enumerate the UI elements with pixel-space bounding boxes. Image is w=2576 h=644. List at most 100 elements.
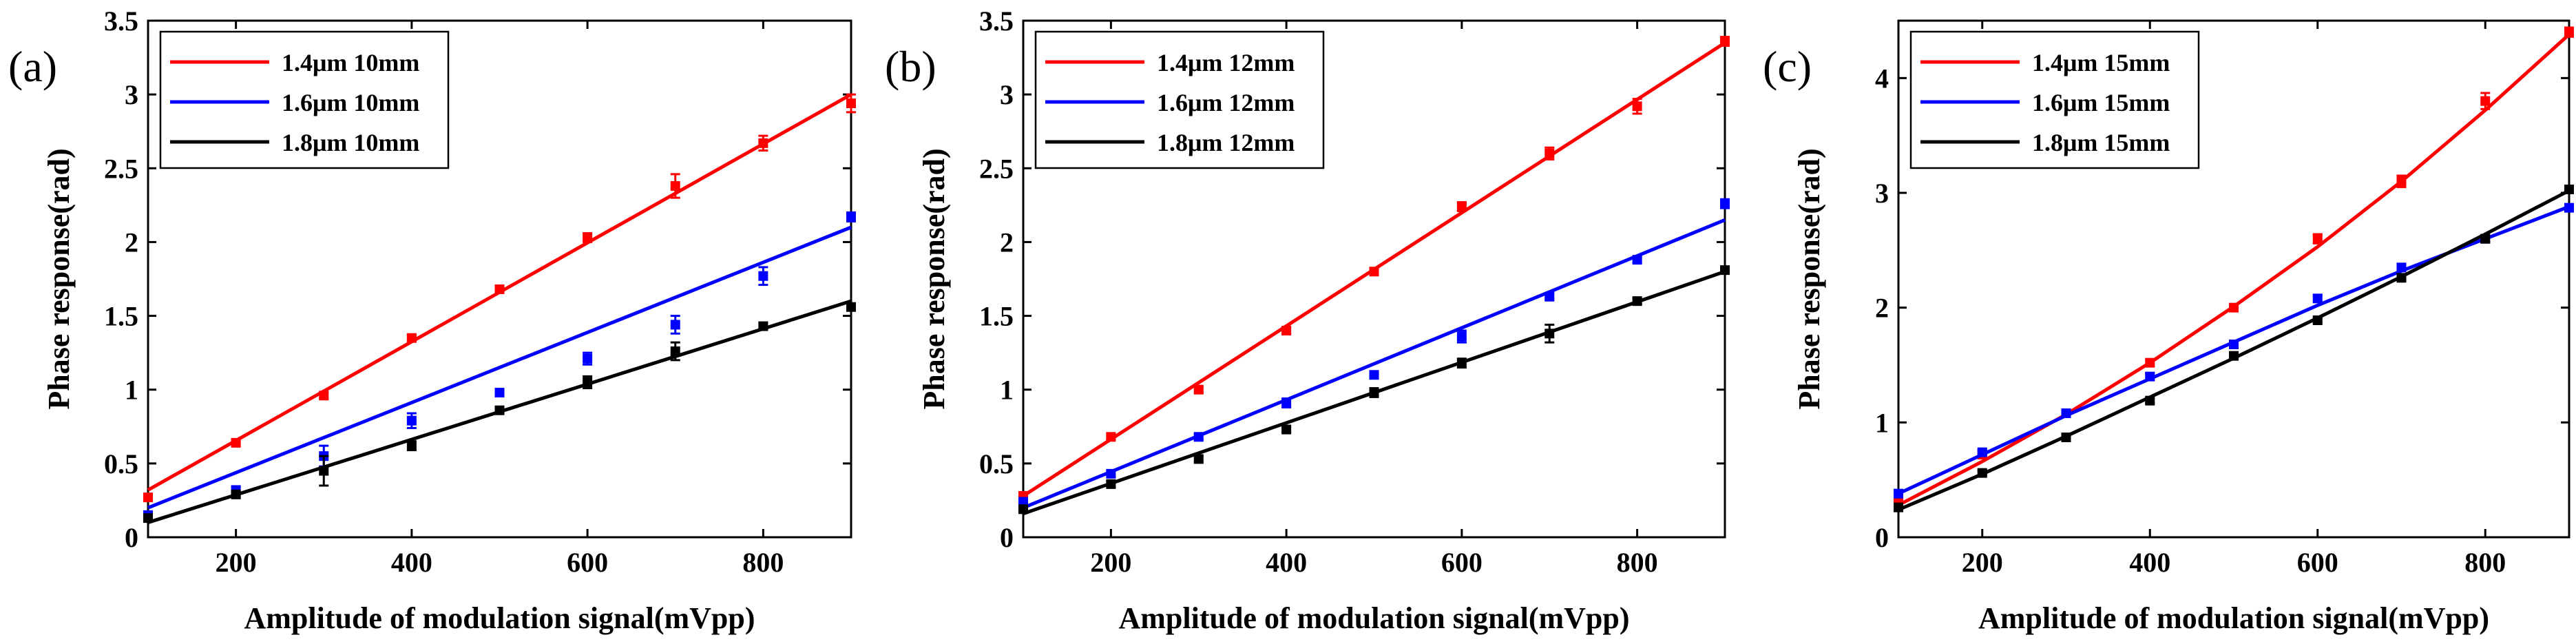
y-tick-label: 3 <box>1875 178 1889 209</box>
series-3 <box>143 299 856 524</box>
y-tick-label: 0.5 <box>104 448 138 479</box>
legend-box <box>159 30 450 169</box>
data-point <box>2229 340 2239 349</box>
fit-line <box>147 225 852 510</box>
panel-label: (b) <box>885 42 936 91</box>
series-1 <box>143 92 856 503</box>
data-point <box>2312 293 2323 304</box>
data-point <box>1456 202 1467 211</box>
data-point <box>319 391 329 401</box>
data-point <box>2145 371 2155 382</box>
data-point <box>1720 265 1730 276</box>
y-tick-label: 3 <box>125 79 138 110</box>
data-point <box>1106 468 1116 479</box>
chart-panel-c: 200 400 600 800 0 1 2 3 4 Amplitude of modulation… <box>1763 19 2574 635</box>
series-2 <box>143 211 856 520</box>
data-point <box>846 302 856 312</box>
y-axis-title: Phase response(rad) <box>42 148 76 409</box>
fit-line <box>1023 218 1726 510</box>
series-3 <box>1018 265 1730 516</box>
y-tick-label: 2 <box>1875 293 1889 324</box>
x-axis-title: Amplitude of modulation signal(mVpp) <box>1118 601 1629 635</box>
y-tick-label: 1 <box>125 375 138 406</box>
data-point <box>670 320 680 330</box>
data-point <box>1894 488 1903 499</box>
data-point <box>2312 315 2323 325</box>
data-point <box>2564 27 2574 37</box>
legend-entry: 1.8μm 12mm <box>1157 129 1295 156</box>
panel-label: (a) <box>8 42 57 91</box>
data-point <box>1632 101 1642 112</box>
y-tick-label: 0 <box>1000 522 1014 553</box>
data-point <box>1369 370 1379 380</box>
data-point <box>670 346 680 356</box>
data-point <box>1018 497 1028 507</box>
data-point <box>1106 479 1116 489</box>
data-point <box>583 233 593 242</box>
series-3 <box>1894 185 2574 512</box>
plot-area-frame <box>1897 19 2570 539</box>
data-point <box>583 353 593 364</box>
data-point <box>1193 432 1204 442</box>
data-point <box>1106 432 1116 442</box>
data-point <box>494 388 505 397</box>
data-point <box>406 333 417 343</box>
legend-entry: 1.6μm 12mm <box>1157 89 1295 116</box>
data-point <box>583 377 593 387</box>
data-point <box>846 98 856 108</box>
data-point <box>406 441 417 451</box>
data-point <box>1632 296 1642 307</box>
data-point <box>2396 176 2407 187</box>
y-axis-title: Phase response(rad) <box>917 148 951 409</box>
x-tick-label: 600 <box>567 547 608 578</box>
data-point <box>406 415 417 426</box>
series-1 <box>1018 36 1730 501</box>
x-tick-label: 200 <box>1962 547 2003 578</box>
y-tick-label: 3.5 <box>979 6 1014 37</box>
x-tick-label: 800 <box>2464 547 2506 578</box>
data-point <box>231 437 241 448</box>
chart-panel-a: 200 400 600 800 0 0.5 1 1.5 2 2.5 3 3.5 Amplitude of… <box>8 6 856 635</box>
data-point <box>1281 424 1292 435</box>
data-point <box>1977 468 1987 478</box>
x-tick-label: 200 <box>216 547 257 578</box>
chart-panel-b: 200 400 600 800 0 0.5 1 1.5 2 2.5 3 3.5 Amplitude of… <box>885 6 1730 635</box>
x-axis-title: Amplitude of modulation signal(mVpp) <box>1978 601 2489 635</box>
data-point <box>494 405 505 415</box>
y-tick-label: 2 <box>125 227 138 258</box>
plot-area-frame <box>147 19 852 539</box>
data-point <box>758 321 768 331</box>
data-point <box>1281 326 1292 335</box>
legend-entry: 1.4μm 10mm <box>282 49 419 76</box>
legend-box <box>1034 30 1325 169</box>
y-tick-label: 0.5 <box>979 448 1014 479</box>
y-tick-label: 2.5 <box>104 153 138 184</box>
y-tick-label: 2.5 <box>979 153 1014 184</box>
data-point <box>2564 202 2574 213</box>
data-point <box>2480 233 2491 244</box>
x-tick-label: 400 <box>2129 547 2170 578</box>
panel-label: (c) <box>1763 42 1812 91</box>
data-point <box>1544 329 1555 339</box>
y-tick-label: 2 <box>1000 227 1014 258</box>
data-point <box>1369 388 1379 397</box>
data-point <box>143 513 153 523</box>
data-point <box>2396 273 2407 283</box>
data-point <box>2396 262 2407 273</box>
data-point <box>319 466 329 476</box>
data-point <box>231 489 241 499</box>
legend-entry: 1.8μm 10mm <box>282 129 419 156</box>
data-point <box>2564 185 2574 194</box>
legend-entry: 1.6μm 10mm <box>282 89 419 116</box>
legend-entry: 1.6μm 15mm <box>2032 89 2170 116</box>
x-tick-label: 200 <box>1090 547 1131 578</box>
data-point <box>2145 395 2155 406</box>
data-point <box>1193 384 1204 395</box>
data-point <box>758 138 768 148</box>
data-point <box>1544 148 1555 158</box>
data-point <box>1894 502 1903 512</box>
data-point <box>1632 255 1642 265</box>
legend-entry: 1.4μm 15mm <box>2032 49 2170 76</box>
data-point <box>1018 504 1028 515</box>
data-point <box>2229 302 2239 313</box>
